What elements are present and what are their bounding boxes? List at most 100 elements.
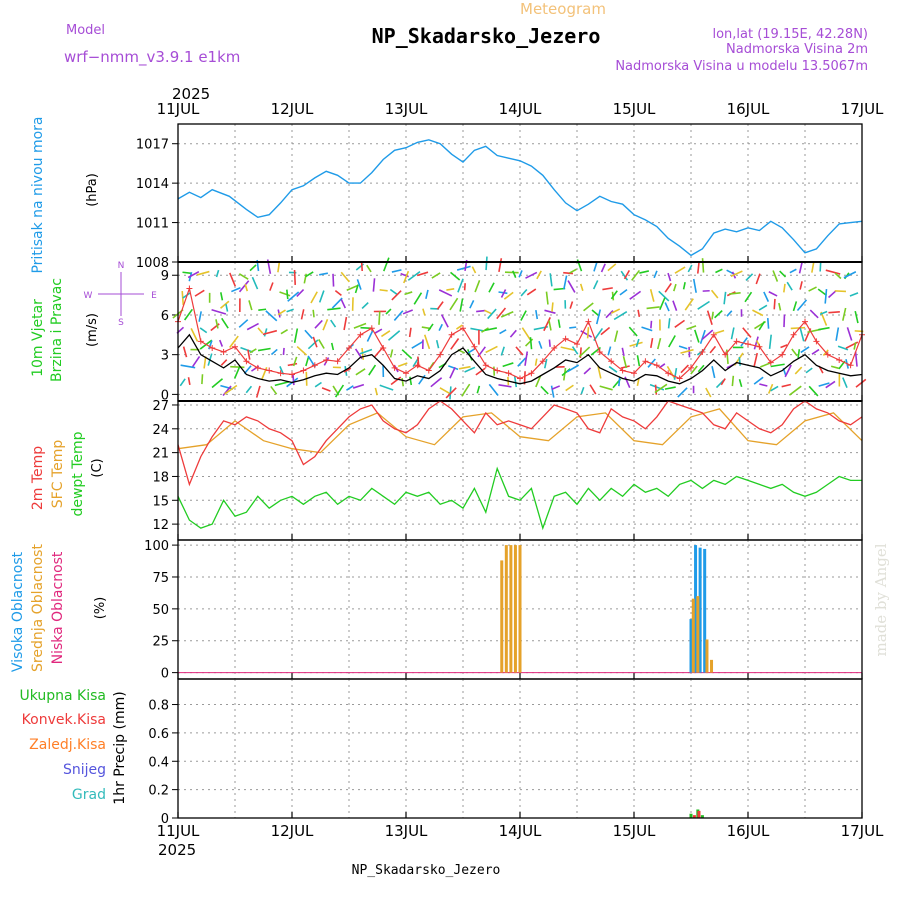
wind-arrow [618,377,621,387]
gust-point [517,375,523,382]
ytick-label: 9 [161,269,169,284]
wind-arrow [589,384,597,395]
gust-point [209,345,216,352]
wind-arrow [730,327,735,340]
wind-arrow [393,310,404,321]
panel-frame [177,123,863,263]
wind-arrow [224,384,238,395]
wind-arrow [292,356,298,367]
wind-arrow [327,307,341,311]
wind-arrow [800,346,810,354]
wind-arrow [711,311,714,320]
wind-arrow [287,291,300,302]
wind-arrow [830,365,839,370]
ytick-label: 100 [144,539,169,554]
wind-arrow [711,366,716,379]
gust-point [300,367,307,374]
wind-arrow [843,271,857,279]
compass-north: N [118,261,125,271]
wind-arrow [307,339,319,350]
wind-arrow [641,326,653,332]
wind-arrow [854,310,859,324]
station-title: NP_Skadarsko_Jezero [372,24,601,48]
wind-arrow [680,348,694,354]
wind-arrow [853,342,857,350]
wind-arrow [385,308,392,315]
wind-arrow [361,302,369,310]
wind-arrow [502,362,514,368]
wind-arrow [203,356,207,369]
wind-arrow [792,301,798,312]
wind-arrow [548,320,552,331]
wind-arrow [672,300,678,311]
ytick-label: 50 [152,603,169,618]
cloud-bar [509,545,513,673]
wind-direction-arrows [172,256,867,400]
wind-arrow [730,270,743,278]
wind-arrow [211,378,224,389]
wind-arrow [687,264,693,273]
wind-arrow [222,385,232,397]
wind-arrow [714,329,725,335]
wind-arrow [286,289,289,300]
wind-arrow [515,346,524,356]
wind-arrow [753,376,764,385]
wind-arrow [270,385,278,395]
gust-point [311,362,318,369]
gust-point [790,331,797,338]
wind-arrow [543,317,551,332]
wind-arrow [548,339,551,347]
wind-arrow [583,302,594,312]
wind-arrow [229,272,237,287]
wind-arrow [834,272,842,280]
model-name: wrf−nmm_v3.9.1 e1km [64,48,240,67]
gust-point [380,345,387,352]
wind-arrow [476,385,481,394]
gust-point [574,341,580,348]
wind-arrow [796,299,808,312]
wind-arrow [628,326,638,337]
gust-point [562,335,569,342]
wind-arrow [723,291,727,305]
wind-arrow [422,308,426,316]
ytick-label: 0.8 [148,699,169,714]
wind-arrow [469,300,475,309]
wind-arrow [287,362,298,367]
ytick-label: 1014 [136,177,169,192]
wind-arrow [817,288,827,296]
wind-arrow [699,329,706,344]
wind-arrow [664,302,670,312]
pressure-unit: (hPa) [85,173,100,207]
wind-arrow [314,319,323,329]
wind-arrow [407,270,421,281]
wind-arrow [187,377,191,386]
wind-arrow [300,309,305,320]
wind-arrow [783,283,786,293]
wind-arrow [198,311,202,322]
wind-arrow [745,273,754,282]
wind-arrow [334,289,342,297]
footer-station: NP_Skadarsko_Jezero [352,863,501,878]
wind-arrow [586,327,590,339]
temp-title-dewpt: dewpt Temp [70,431,86,516]
gust-point [539,358,546,365]
precip-legend: Ukupna Kisa Konvek.Kisa Zaledj.Kisa Snij… [19,688,106,803]
wind-arrow [624,376,631,389]
gust-point [448,331,455,338]
time-label-bottom: 13JUL [385,822,428,840]
wind-arrow [475,367,486,376]
panel-frame [177,400,863,541]
wind-arrow [500,289,507,298]
wind-arrow [563,271,574,275]
wind-arrow [613,311,628,321]
gust-point [642,358,649,365]
gust-point [836,356,843,363]
wind-arrow [296,345,308,356]
wind-arrow [535,310,539,320]
panel-precipitation: 0 0.2 0.4 0.6 0.8 [148,678,863,827]
wind-arrow [854,351,858,367]
compass-south: S [118,318,124,328]
wind-arrow [247,349,251,360]
wind-arrow [701,258,705,273]
cloud-bar [705,639,709,673]
